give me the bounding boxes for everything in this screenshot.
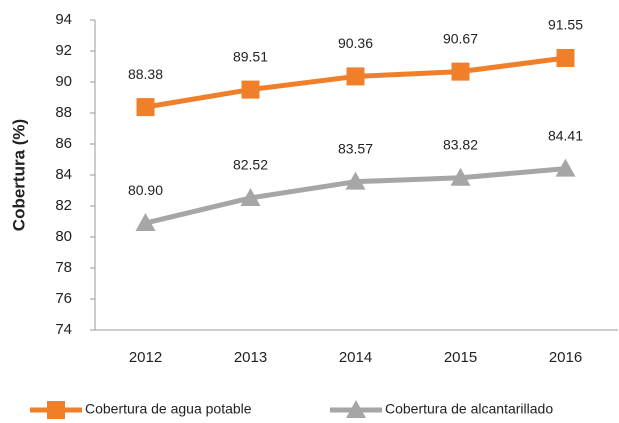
x-tick-label: 2012 bbox=[129, 349, 162, 366]
data-label: 90.36 bbox=[338, 35, 373, 51]
data-label: 83.57 bbox=[338, 140, 373, 156]
data-label: 88.38 bbox=[128, 66, 163, 82]
marker bbox=[556, 48, 575, 67]
data-label: 82.52 bbox=[233, 157, 268, 173]
legend-label: Cobertura de alcantarillado bbox=[385, 401, 553, 417]
marker bbox=[450, 167, 471, 186]
marker bbox=[346, 67, 365, 86]
data-label: 91.55 bbox=[548, 17, 583, 33]
legend-marker bbox=[47, 401, 65, 419]
marker bbox=[451, 62, 470, 81]
y-tick-label: 80 bbox=[55, 228, 72, 245]
marker bbox=[135, 213, 156, 232]
marker bbox=[241, 80, 260, 99]
y-tick-label: 84 bbox=[55, 166, 72, 183]
marker bbox=[136, 98, 155, 117]
y-tick-label: 78 bbox=[55, 259, 72, 276]
y-tick-label: 90 bbox=[55, 73, 72, 90]
y-tick-label: 88 bbox=[55, 104, 72, 121]
data-label: 80.90 bbox=[128, 182, 163, 198]
y-tick-label: 76 bbox=[55, 290, 72, 307]
data-label: 89.51 bbox=[233, 48, 268, 64]
x-tick-label: 2016 bbox=[549, 349, 582, 366]
legend-label: Cobertura de agua potable bbox=[85, 401, 252, 417]
y-axis-label: Cobertura (%) bbox=[9, 119, 28, 231]
legend-marker bbox=[346, 400, 366, 418]
x-tick-label: 2013 bbox=[234, 349, 267, 366]
data-label: 84.41 bbox=[548, 127, 583, 143]
data-label: 90.67 bbox=[443, 30, 478, 46]
y-tick-label: 86 bbox=[55, 135, 72, 152]
marker bbox=[240, 187, 261, 206]
y-tick-label: 92 bbox=[55, 42, 72, 59]
x-tick-label: 2015 bbox=[444, 349, 477, 366]
marker bbox=[345, 171, 366, 190]
y-tick-label: 82 bbox=[55, 197, 72, 214]
x-tick-label: 2014 bbox=[339, 349, 372, 366]
marker bbox=[555, 158, 576, 177]
y-tick-label: 74 bbox=[55, 321, 72, 338]
data-label: 83.82 bbox=[443, 136, 478, 152]
y-tick-label: 94 bbox=[55, 11, 72, 28]
